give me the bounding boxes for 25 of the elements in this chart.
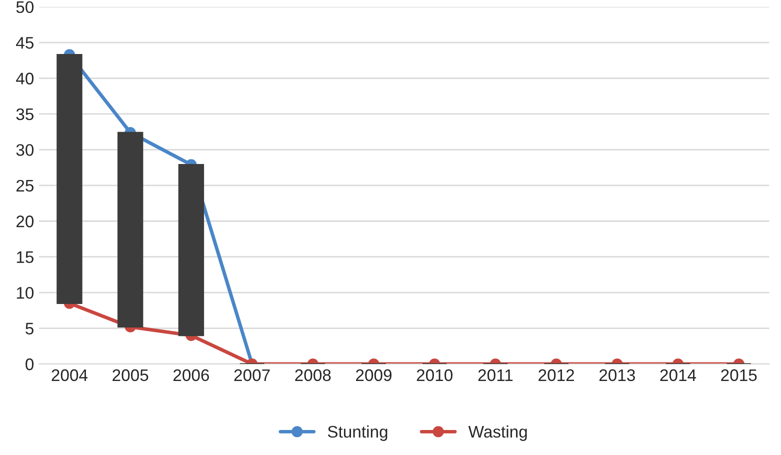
x-tick-label: 2011: [478, 369, 513, 382]
y-tick-label: 25: [16, 180, 34, 192]
y-tick-label: 40: [16, 72, 34, 84]
x-tick-label: 2007: [234, 369, 270, 382]
x-tick-label: 2005: [112, 369, 148, 382]
x-tick-label: 2010: [416, 369, 452, 382]
y-tick-label: 5: [26, 322, 34, 334]
y-tick-label: 35: [16, 108, 34, 120]
y-tick-label: 30: [16, 144, 34, 156]
x-tick-label: 2006: [173, 369, 209, 382]
legend-label: Wasting: [468, 425, 527, 441]
y-tick-label: 10: [16, 286, 34, 299]
x-tick-label: 2004: [52, 369, 88, 382]
y-tick-label: 0: [26, 358, 34, 370]
y-tick-label: 20: [16, 216, 34, 228]
y-tick-label: 50: [16, 1, 34, 14]
x-tick-label: 2012: [538, 369, 574, 382]
y-tick-label: 15: [16, 251, 34, 264]
legend-label: Stunting: [328, 425, 388, 441]
x-tick-label: 2009: [356, 369, 392, 382]
x-tick-label: 2013: [599, 369, 635, 382]
x-tick-label: 2015: [721, 369, 757, 382]
y-tick-label: 45: [16, 37, 34, 49]
x-tick-label: 2008: [295, 369, 331, 382]
x-tick-label: 2014: [660, 369, 696, 382]
